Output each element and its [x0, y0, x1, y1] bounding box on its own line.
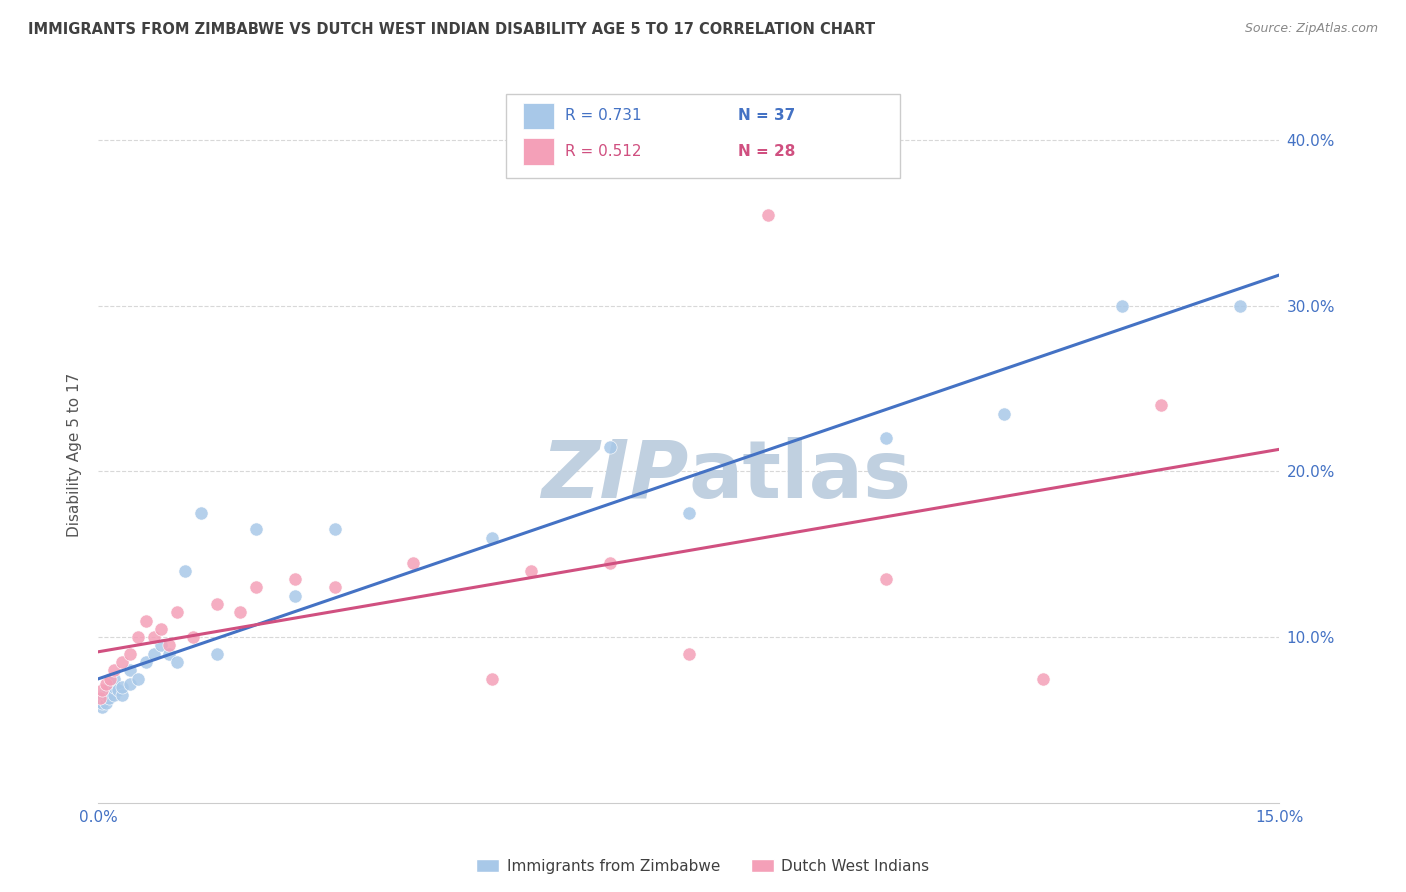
- Point: [678, 647, 700, 661]
- Point: [118, 676, 141, 690]
- Point: [111, 655, 134, 669]
- Point: [127, 672, 149, 686]
- Point: [1229, 299, 1251, 313]
- Point: [91, 683, 114, 698]
- Point: [205, 597, 228, 611]
- Point: [520, 564, 543, 578]
- Point: [96, 688, 118, 702]
- Point: [1111, 299, 1133, 313]
- Point: [135, 614, 157, 628]
- Point: [103, 688, 125, 702]
- Point: [166, 655, 188, 669]
- Point: [157, 639, 180, 653]
- Point: [323, 581, 346, 595]
- Point: [402, 556, 425, 570]
- Point: [205, 647, 228, 661]
- Point: [166, 605, 188, 619]
- Point: [875, 572, 897, 586]
- Point: [103, 680, 125, 694]
- Point: [135, 655, 157, 669]
- Point: [181, 630, 204, 644]
- Point: [103, 672, 125, 686]
- Point: [91, 697, 114, 711]
- Y-axis label: Disability Age 5 to 17: Disability Age 5 to 17: [67, 373, 83, 537]
- Point: [142, 630, 165, 644]
- Point: [98, 672, 121, 686]
- Point: [98, 680, 121, 694]
- Text: Source: ZipAtlas.com: Source: ZipAtlas.com: [1244, 22, 1378, 36]
- Point: [150, 639, 173, 653]
- Point: [481, 672, 503, 686]
- Point: [93, 691, 115, 706]
- Point: [89, 691, 111, 706]
- Point: [245, 581, 267, 595]
- Point: [756, 208, 779, 222]
- Point: [98, 691, 121, 706]
- Text: atlas: atlas: [689, 437, 912, 515]
- Point: [174, 564, 197, 578]
- Point: [111, 688, 134, 702]
- Point: [127, 630, 149, 644]
- Point: [993, 407, 1015, 421]
- Point: [118, 647, 141, 661]
- Text: R = 0.731: R = 0.731: [565, 109, 641, 123]
- Text: N = 37: N = 37: [738, 109, 796, 123]
- Point: [97, 683, 120, 698]
- Legend: Immigrants from Zimbabwe, Dutch West Indians: Immigrants from Zimbabwe, Dutch West Ind…: [470, 853, 936, 880]
- Point: [91, 688, 114, 702]
- Point: [323, 523, 346, 537]
- Point: [103, 663, 125, 677]
- Point: [599, 440, 621, 454]
- Point: [190, 506, 212, 520]
- Point: [875, 431, 897, 445]
- Text: N = 28: N = 28: [738, 145, 796, 159]
- Point: [142, 647, 165, 661]
- Text: R = 0.512: R = 0.512: [565, 145, 641, 159]
- Point: [229, 605, 252, 619]
- Point: [284, 589, 307, 603]
- Point: [96, 697, 118, 711]
- Point: [96, 676, 118, 690]
- Point: [481, 531, 503, 545]
- Point: [678, 506, 700, 520]
- Text: IMMIGRANTS FROM ZIMBABWE VS DUTCH WEST INDIAN DISABILITY AGE 5 TO 17 CORRELATION: IMMIGRANTS FROM ZIMBABWE VS DUTCH WEST I…: [28, 22, 876, 37]
- Point: [599, 556, 621, 570]
- Point: [1032, 672, 1054, 686]
- Point: [111, 680, 134, 694]
- Point: [157, 647, 180, 661]
- Point: [284, 572, 307, 586]
- Point: [1150, 398, 1173, 412]
- Point: [89, 693, 111, 707]
- Point: [90, 699, 112, 714]
- Point: [245, 523, 267, 537]
- Point: [118, 663, 141, 677]
- Point: [107, 683, 129, 698]
- Point: [150, 622, 173, 636]
- Text: ZIP: ZIP: [541, 437, 689, 515]
